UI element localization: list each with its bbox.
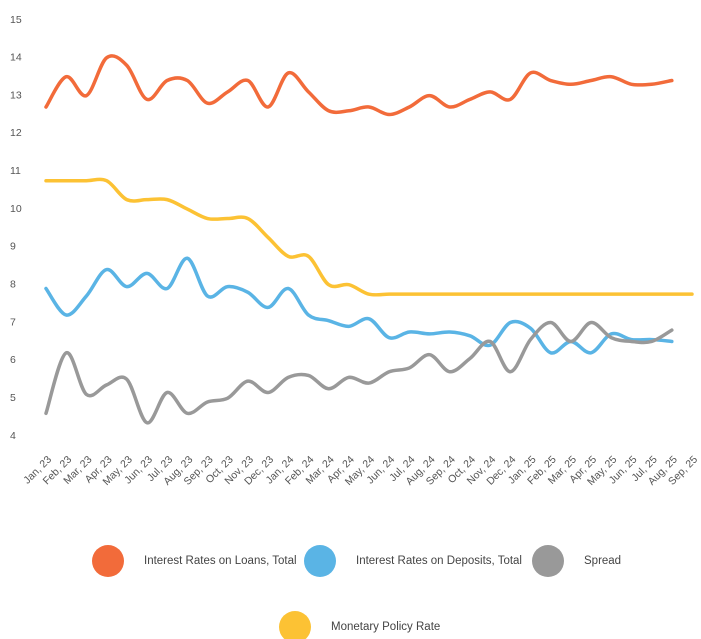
- legend-label: Interest Rates on Deposits, Total: [356, 555, 522, 567]
- legend-label: Monetary Policy Rate: [331, 621, 440, 633]
- y-tick-label: 10: [10, 203, 22, 215]
- y-tick-label: 15: [10, 14, 22, 26]
- y-tick-label: 6: [10, 354, 16, 366]
- legend-swatch: [279, 611, 311, 639]
- series-line: [44, 54, 674, 117]
- y-tick-label: 14: [10, 52, 22, 64]
- y-tick-label: 4: [10, 430, 16, 442]
- series-line: [44, 177, 694, 297]
- legend-swatch: [92, 545, 124, 577]
- y-tick-label: 8: [10, 279, 16, 291]
- legend-label: Spread: [584, 555, 621, 567]
- legend-swatch: [304, 545, 336, 577]
- y-tick-label: 5: [10, 392, 16, 404]
- y-tick-label: 7: [10, 316, 16, 328]
- series-line: [44, 320, 674, 425]
- y-tick-label: 13: [10, 89, 22, 101]
- y-tick-label: 11: [10, 165, 21, 177]
- legend-label: Interest Rates on Loans, Total: [144, 555, 297, 567]
- legend-swatch: [532, 545, 564, 577]
- y-tick-label: 9: [10, 241, 16, 253]
- y-tick-label: 12: [10, 127, 22, 139]
